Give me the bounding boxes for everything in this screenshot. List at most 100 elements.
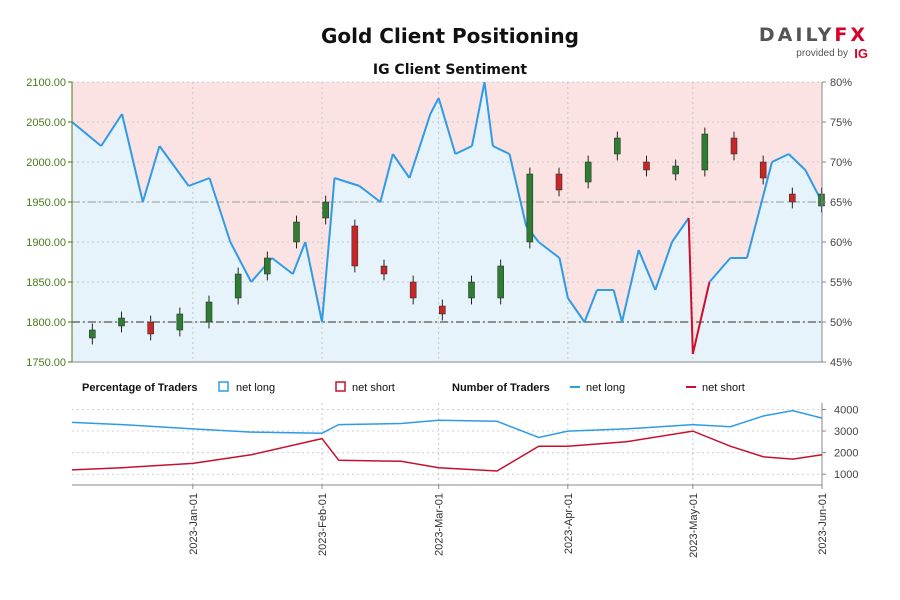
pct-segment [771, 153, 790, 163]
candle-body [759, 161, 767, 179]
pct-segment [454, 145, 473, 155]
pct-segment [483, 81, 494, 147]
percent-tick-label: 65% [830, 197, 852, 209]
price-tick-label: 1950.00 [26, 197, 66, 209]
legend-num-long-label: net long [586, 382, 625, 394]
pct-segment [304, 241, 323, 323]
pct-segment [158, 145, 190, 187]
traders-panel: 1000 2000 3000 4000 [71, 404, 858, 481]
logo-provided-by: provided by [796, 48, 848, 59]
short-zone-background [72, 82, 822, 354]
traders-tick-label: 2000 [834, 448, 858, 460]
pct-segment [321, 177, 336, 323]
legend-pct-title: Percentage of Traders [82, 382, 198, 394]
date-tick-label: 2023-Jan-01 [188, 493, 200, 555]
legend-pct-short-swatch [335, 381, 346, 392]
net-short-traders-line [71, 430, 823, 472]
pct-segment [558, 257, 569, 299]
pct-segment [437, 97, 457, 155]
net-long-percentage-series [71, 81, 823, 355]
pct-segment [654, 241, 673, 291]
pct-segment [687, 217, 694, 355]
pct-segment [358, 185, 381, 203]
logo-daily-text: DAILY [758, 24, 835, 46]
candle-body [584, 161, 592, 183]
axes [71, 82, 823, 486]
candle-body [147, 321, 154, 335]
pct-segment [379, 153, 394, 203]
percent-tick-label: 55% [830, 277, 852, 289]
logo-ig: IG [854, 46, 868, 61]
percent-tick-label: 50% [830, 317, 852, 329]
percent-tick-label: 60% [830, 237, 852, 249]
percent-tick-label: 45% [830, 357, 852, 369]
legend: Percentage of Traders net long net short Nu… [82, 381, 745, 394]
percent-tick-label: 70% [830, 157, 852, 169]
pct-segment [492, 145, 510, 155]
candle-body [789, 193, 796, 203]
pct-segment [291, 241, 307, 275]
dailyfx-logo: DAILYFX provided by IG [759, 24, 870, 64]
candle-body [380, 265, 388, 275]
price-axis-labels: 1750.00 1800.00 1850.00 1900.00 1950.00 2000.… [26, 77, 72, 369]
candle-body [264, 257, 271, 275]
percent-axis-labels: 45% 50% 55% 60% 65% 70% 75% 80% [822, 77, 852, 369]
candle-body [409, 281, 417, 299]
candle-body [205, 301, 213, 323]
pct-segment [141, 145, 161, 203]
traders-tick-label: 1000 [834, 469, 858, 481]
candle-body [497, 265, 504, 299]
candle-body [730, 137, 738, 155]
pct-segment [334, 177, 360, 187]
price-candles [89, 127, 825, 345]
legend-pct-long-label: net long [236, 382, 275, 394]
pct-segment [621, 249, 640, 323]
pct-segment [121, 113, 144, 203]
pct-segment [71, 121, 102, 147]
price-tick-label: 1900.00 [26, 237, 66, 249]
candle-body [234, 273, 242, 299]
pct-segment [208, 177, 232, 243]
chart-title: Gold Client Positioning [321, 24, 579, 48]
candle-body [293, 221, 300, 243]
price-tick-label: 1850.00 [26, 277, 66, 289]
legend-num-title: Number of Traders [452, 382, 550, 394]
candle-body [555, 173, 563, 191]
candle-body [351, 225, 359, 267]
pct-segment [538, 241, 561, 259]
net-long-traders-line [71, 409, 823, 439]
candle-body [701, 133, 709, 171]
logo-fx-text: FX [834, 24, 868, 46]
price-tick-label: 1750.00 [26, 357, 66, 369]
candle-body [176, 313, 184, 331]
pct-segment [567, 297, 586, 323]
pct-segment [471, 81, 486, 147]
candle-body [89, 329, 96, 339]
reference-lines [72, 201, 822, 323]
date-tick-label: 2023-Jun-01 [817, 493, 829, 555]
legend-pct-long-swatch [218, 381, 229, 392]
logo-brand: DAILYFX [759, 24, 868, 46]
pct-segment [100, 113, 123, 147]
candle-body [526, 173, 534, 243]
candle-body [614, 137, 621, 155]
legend-pct-short-label: net short [352, 382, 395, 394]
price-tick-label: 2050.00 [26, 117, 66, 129]
traders-tick-label: 4000 [834, 404, 858, 416]
pct-segment [691, 281, 711, 355]
pct-segment [429, 97, 440, 115]
legend-num-short-label: net short [702, 382, 745, 394]
pct-segment [508, 153, 528, 227]
candle-body [468, 281, 475, 299]
pct-segment [408, 113, 432, 179]
pct-segment [392, 153, 411, 179]
pct-segment [229, 241, 253, 283]
percent-tick-label: 80% [830, 77, 852, 89]
candle-body [672, 165, 679, 175]
pct-segment [271, 257, 294, 275]
candle-body [439, 305, 446, 315]
pct-segment [612, 289, 623, 323]
pct-segment [671, 217, 690, 243]
pct-segment [787, 153, 807, 171]
